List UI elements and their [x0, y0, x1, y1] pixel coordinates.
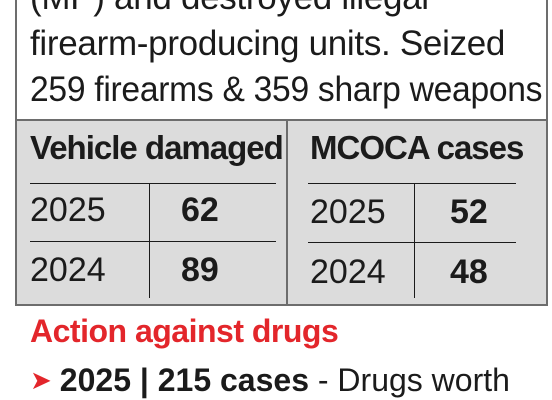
vehicle-table-column-rule [149, 183, 150, 298]
vehicle-table-header-rule [30, 183, 276, 184]
mcoca-row-2024-year: 2024 [310, 253, 386, 291]
mcoca-table-header-rule [308, 183, 516, 184]
mcoca-row-2025-value: 52 [450, 193, 488, 231]
intro-line-3: 259 firearms & 359 sharp weapons [30, 70, 543, 109]
intro-line-2: firearm-producing units. Seized [30, 24, 506, 63]
chevron-right-icon: ➤ [30, 365, 52, 395]
mcoca-row-2025-year: 2025 [310, 193, 386, 231]
mcoca-table-row-rule [308, 242, 516, 243]
drugs-rest-text: - Drugs worth [308, 362, 510, 398]
vehicle-row-2025-year: 2025 [30, 191, 106, 229]
vehicle-table-row-rule [30, 241, 276, 242]
drugs-heading: Action against drugs [30, 313, 339, 349]
intro-line-1: (MP) and destroyed illegal [30, 0, 429, 18]
mcoca-table-column-rule [414, 183, 415, 298]
vehicle-row-2024-value: 89 [181, 251, 219, 289]
drugs-separator: | [139, 362, 149, 398]
vehicle-row-2024-year: 2024 [30, 251, 106, 289]
stats-panel [17, 120, 546, 306]
mcoca-cases-title: MCOCA cases [310, 129, 524, 166]
stats-bottom-rule [15, 304, 548, 306]
drugs-cases: 215 cases [157, 362, 309, 398]
stats-divider [286, 120, 288, 306]
stats-top-rule [17, 119, 546, 121]
vehicle-row-2025-value: 62 [181, 191, 219, 229]
vehicle-damaged-title: Vehicle damaged [30, 129, 284, 166]
frame-left-border [15, 0, 17, 306]
frame-right-border [546, 0, 548, 306]
drugs-summary-line: ➤ 2025 | 215 cases - Drugs worth [30, 360, 510, 400]
mcoca-row-2024-value: 48 [450, 253, 488, 291]
drugs-year: 2025 [59, 362, 131, 398]
